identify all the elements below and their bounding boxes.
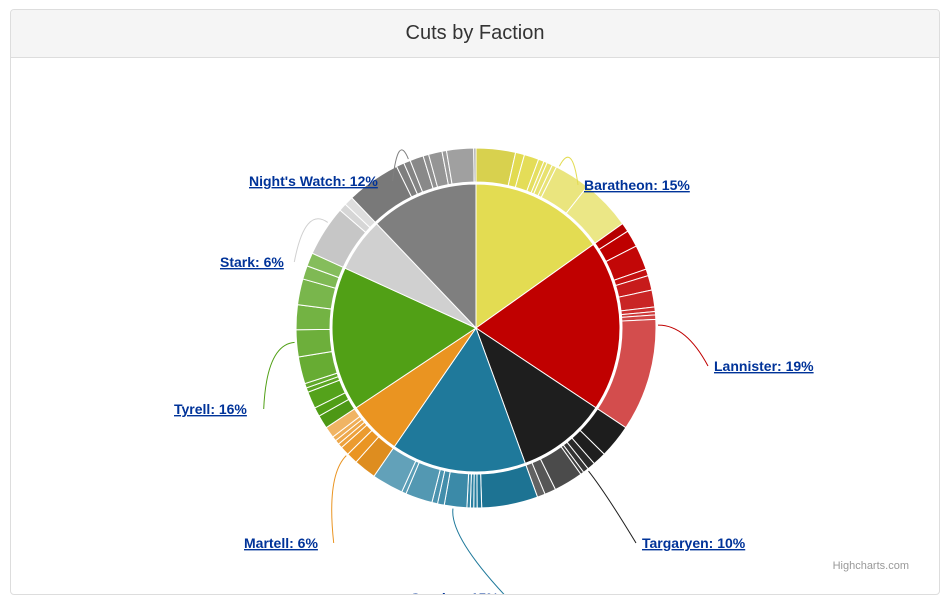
inner-slice-targaryen[interactable] [475,326,597,464]
connector-line [657,324,709,367]
inner-slice-night-s-watch[interactable] [375,183,477,330]
data-label-targaryen[interactable]: Targaryen: 10% [642,535,746,551]
data-label-tyrell[interactable]: Tyrell: 16% [174,401,247,417]
credits-link[interactable]: Highcharts.com [832,560,909,572]
data-label-night-s-watch[interactable]: Night's Watch: 12% [249,173,378,189]
connector-line [392,149,409,182]
inner-slice-greyjoy[interactable] [393,326,526,473]
outer-ring [295,147,657,509]
data-label-lannister[interactable]: Lannister: 19% [714,358,814,374]
connector-line [558,156,579,186]
data-label-martell[interactable]: Martell: 6% [244,535,318,551]
data-label-stark[interactable]: Stark: 6% [220,254,284,270]
data-label-greyjoy[interactable]: Greyjoy: 15% [410,590,499,594]
pie-chart[interactable]: Baratheon: 15% Lannister: 19% Targaryen: 1… [11,58,940,594]
chart-panel: Cuts by Faction Baratheon: 15% Lannister:… [10,9,940,595]
connector-line [452,508,505,594]
connector-line [588,470,637,544]
outer-slice[interactable] [295,328,333,358]
outer-slice[interactable] [476,473,483,509]
page-title: Cuts by Faction [405,22,545,44]
data-labels: Baratheon: 15% Lannister: 19% Targaryen: 1… [174,173,814,594]
connector-line [331,455,347,544]
panel-header: Cuts by Faction [11,10,939,58]
inner-slice-lannister[interactable] [475,243,621,409]
inner-ring [331,183,621,473]
outer-slice[interactable] [473,147,477,183]
connector-line [263,341,295,410]
data-label-baratheon[interactable]: Baratheon: 15% [584,177,690,193]
label-connectors [263,149,709,594]
inner-slice-baratheon[interactable] [475,183,594,329]
connector-line [293,218,329,263]
inner-slice-tyrell[interactable] [331,267,478,409]
